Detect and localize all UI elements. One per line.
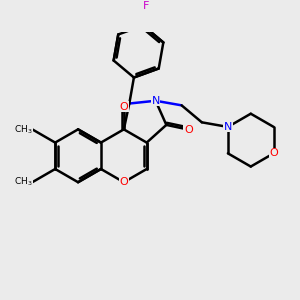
Text: N: N: [224, 122, 232, 132]
Text: O: O: [269, 148, 278, 158]
Text: O: O: [119, 177, 128, 187]
Text: F: F: [143, 1, 150, 11]
Text: N: N: [224, 122, 232, 132]
Text: CH$_3$: CH$_3$: [14, 123, 32, 136]
Text: O: O: [119, 102, 128, 112]
Text: O: O: [184, 124, 193, 135]
Text: N: N: [152, 96, 160, 106]
Text: CH$_3$: CH$_3$: [14, 176, 32, 188]
